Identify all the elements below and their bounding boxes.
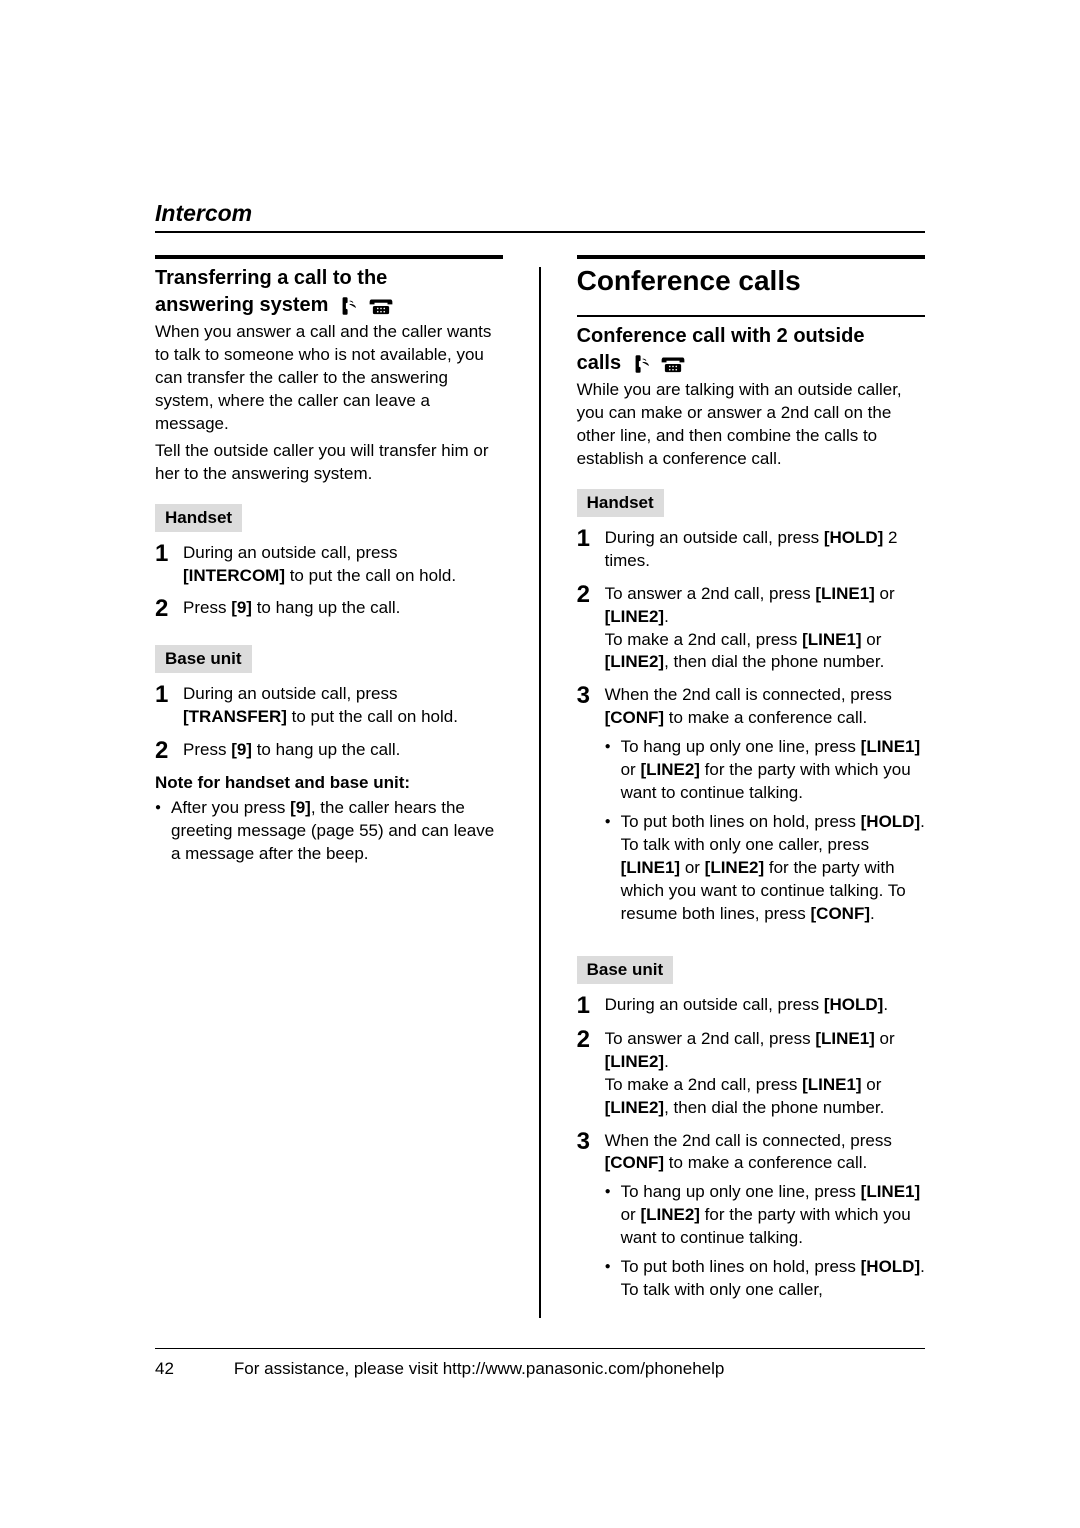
subtitle-text-1: Transferring a call to the (155, 267, 387, 289)
page-number: 42 (155, 1359, 174, 1379)
handset-tag: Handset (577, 489, 664, 517)
left-intro-2: Tell the outside caller you will transfe… (155, 440, 503, 486)
step: 1 During an outside call, press [HOLD]. (577, 994, 925, 1018)
note-bullet: After you press [9], the caller hears th… (155, 797, 503, 866)
right-title: Conference calls (577, 265, 925, 297)
step-number: 1 (155, 542, 173, 588)
note-heading: Note for handset and base unit: (155, 773, 503, 793)
step-bullet: To put both lines on hold, press [HOLD].… (605, 1256, 925, 1302)
step-number: 2 (155, 739, 173, 763)
handset-icon (338, 296, 358, 316)
step: 1During an outside call, press [INTERCOM… (155, 542, 503, 588)
left-handset-steps: 1During an outside call, press [INTERCOM… (155, 542, 503, 622)
step-number: 2 (155, 597, 173, 621)
left-base-steps: 1During an outside call, press [TRANSFER… (155, 683, 503, 763)
left-column: Transferring a call to the answering sys… (155, 255, 503, 1318)
handset-icon (631, 354, 651, 374)
page-footer: 42 For assistance, please visit http://w… (155, 1348, 925, 1379)
right-column: Conference calls Conference call with 2 … (577, 255, 925, 1318)
step-number: 1 (577, 994, 595, 1018)
subtitle-text-2: calls (577, 352, 621, 374)
step-number: 3 (577, 684, 595, 931)
right-base-steps: 1During an outside call, press [HOLD].2T… (577, 994, 925, 1308)
column-divider (539, 267, 540, 1318)
step: 1During an outside call, press [TRANSFER… (155, 683, 503, 729)
right-intro: While you are talking with an outside ca… (577, 379, 925, 471)
content-columns: Transferring a call to the answering sys… (155, 255, 925, 1318)
step-text: When the 2nd call is connected, press [C… (605, 684, 925, 931)
step-text: When the 2nd call is connected, press [C… (605, 1130, 925, 1309)
step-text: During an outside call, press [INTERCOM]… (183, 542, 503, 588)
handset-tag: Handset (155, 504, 242, 532)
step-text: During an outside call, press [HOLD] 2 t… (605, 527, 925, 573)
base-icon (368, 296, 394, 316)
step-bullets: To hang up only one line, press [LINE1] … (605, 736, 925, 926)
rule (577, 255, 925, 259)
step: 2 Press [9] to hang up the call. (155, 739, 503, 763)
step-text: Press [9] to hang up the call. (183, 739, 503, 763)
right-subtitle: Conference call with 2 outside calls (577, 323, 925, 377)
step-number: 2 (577, 1028, 595, 1120)
step-text: Press [9] to hang up the call. (183, 597, 503, 621)
step-bullet: To put both lines on hold, press [HOLD].… (605, 811, 925, 926)
section-header: Intercom (155, 200, 925, 233)
sub-rule (577, 315, 925, 317)
step-bullet: To hang up only one line, press [LINE1] … (605, 1181, 925, 1250)
right-handset-steps: 1During an outside call, press [HOLD] 2 … (577, 527, 925, 932)
step: 1During an outside call, press [HOLD] 2 … (577, 527, 925, 573)
step: 3When the 2nd call is connected, press [… (577, 684, 925, 931)
left-intro-1: When you answer a call and the caller wa… (155, 321, 503, 436)
base-tag: Base unit (155, 645, 252, 673)
subtitle-text-2: answering system (155, 294, 328, 316)
step-number: 1 (577, 527, 595, 573)
step-number: 3 (577, 1130, 595, 1309)
rule (155, 255, 503, 259)
step: 2To answer a 2nd call, press [LINE1] or … (577, 583, 925, 675)
base-icon (660, 354, 686, 374)
step-text: To answer a 2nd call, press [LINE1] or [… (605, 583, 925, 675)
left-subtitle: Transferring a call to the answering sys… (155, 265, 503, 319)
step-number: 2 (577, 583, 595, 675)
step: 2To answer a 2nd call, press [LINE1] or … (577, 1028, 925, 1120)
base-tag: Base unit (577, 956, 674, 984)
step-text: To answer a 2nd call, press [LINE1] or [… (605, 1028, 925, 1120)
step: 3When the 2nd call is connected, press [… (577, 1130, 925, 1309)
step: 2 Press [9] to hang up the call. (155, 597, 503, 621)
step-text: During an outside call, press [HOLD]. (605, 994, 925, 1018)
step-bullets: To hang up only one line, press [LINE1] … (605, 1181, 925, 1302)
step-text: During an outside call, press [TRANSFER]… (183, 683, 503, 729)
footer-text: For assistance, please visit http://www.… (234, 1359, 724, 1379)
note-bullets: After you press [9], the caller hears th… (155, 797, 503, 866)
subtitle-text-1: Conference call with 2 outside (577, 325, 865, 347)
step-bullet: To hang up only one line, press [LINE1] … (605, 736, 925, 805)
step-number: 1 (155, 683, 173, 729)
